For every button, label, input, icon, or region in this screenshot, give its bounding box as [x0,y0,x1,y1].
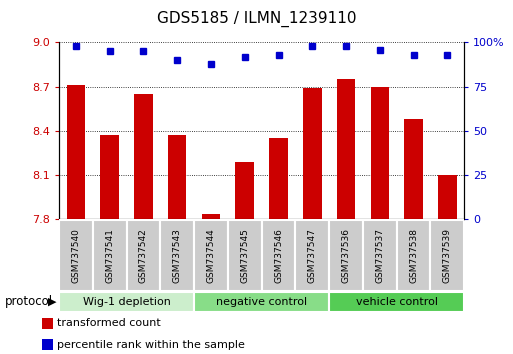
Text: Wig-1 depletion: Wig-1 depletion [83,297,170,307]
Bar [329,220,363,291]
Text: GSM737540: GSM737540 [71,228,81,283]
Bar [67,85,85,219]
Bar [303,88,322,219]
Text: ▶: ▶ [48,297,56,307]
Bar [397,220,430,291]
Bar [269,138,288,219]
Bar [430,220,464,291]
Bar [127,220,160,291]
Bar [438,175,457,219]
Bar [194,220,228,291]
Bar [160,220,194,291]
Text: GSM737544: GSM737544 [206,228,215,283]
Text: GSM737537: GSM737537 [376,228,384,283]
Text: percentile rank within the sample: percentile rank within the sample [57,339,245,350]
Bar [329,292,464,312]
Text: protocol: protocol [5,295,53,308]
Bar [168,135,187,219]
Text: GSM737536: GSM737536 [342,228,350,283]
Text: GSM737539: GSM737539 [443,228,452,283]
Bar [337,79,356,219]
Text: GSM737542: GSM737542 [139,228,148,283]
Bar [404,119,423,219]
Bar [202,213,220,219]
Bar [134,94,153,219]
Bar [194,292,329,312]
Bar [93,220,127,291]
Text: negative control: negative control [216,297,307,307]
Bar [101,135,119,219]
Bar [363,220,397,291]
Bar [59,220,93,291]
Text: vehicle control: vehicle control [356,297,438,307]
Bar [42,339,53,350]
Text: GSM737541: GSM737541 [105,228,114,283]
Text: GDS5185 / ILMN_1239110: GDS5185 / ILMN_1239110 [157,11,356,27]
Bar [235,162,254,219]
Bar [262,220,295,291]
Text: GSM737543: GSM737543 [173,228,182,283]
Text: GSM737538: GSM737538 [409,228,418,283]
Bar [370,87,389,219]
Bar [228,220,262,291]
Text: transformed count: transformed count [57,318,161,329]
Bar [42,318,53,329]
Text: GSM737547: GSM737547 [308,228,317,283]
Bar [59,292,194,312]
Bar [295,220,329,291]
Text: GSM737545: GSM737545 [240,228,249,283]
Text: GSM737546: GSM737546 [274,228,283,283]
